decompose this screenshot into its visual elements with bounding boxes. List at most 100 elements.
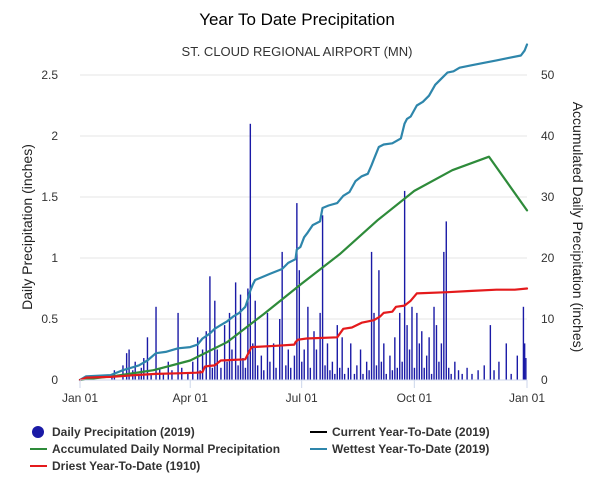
precip-bar <box>334 373 336 380</box>
precip-bar <box>237 365 239 380</box>
accumulation-lines <box>78 43 529 382</box>
precip-bar <box>383 343 385 380</box>
precip-bar <box>411 306 413 380</box>
precip-bar <box>247 288 249 380</box>
precip-bar <box>281 251 283 380</box>
precip-bar <box>457 370 460 380</box>
precip-bar <box>401 361 403 380</box>
precip-bar <box>187 373 189 380</box>
precip-bar <box>293 355 296 380</box>
precip-bar <box>389 355 391 380</box>
precip-bar <box>134 361 136 380</box>
precip-bar <box>440 343 443 380</box>
precip-bar <box>403 190 406 380</box>
precip-bar <box>362 373 364 380</box>
precip-bar <box>394 337 396 380</box>
precip-bar <box>279 319 281 380</box>
precip-bar <box>143 358 145 380</box>
precip-bar <box>443 251 445 380</box>
precip-bar <box>231 349 233 380</box>
y-right-tick-label: 20 <box>541 251 555 265</box>
y-right-tick-label: 0 <box>541 373 548 387</box>
precip-bar <box>510 373 512 380</box>
precip-bar <box>125 353 128 380</box>
precip-bar <box>256 365 259 380</box>
precip-bar <box>329 370 331 380</box>
legend: Daily Precipitation (2019) Current Year-T… <box>30 425 490 473</box>
precip-bar <box>448 367 450 380</box>
y-left-tick-label: 0 <box>51 373 58 387</box>
gridlines <box>80 74 527 381</box>
precip-bar <box>301 361 303 380</box>
legend-item[interactable]: Current Year-To-Date (2019) <box>310 425 490 439</box>
y-left-tick-label: 2 <box>51 129 58 143</box>
legend-item[interactable]: Accumulated Daily Normal Precipitation <box>30 442 280 456</box>
precip-bar <box>298 270 301 380</box>
precip-bar <box>205 331 207 380</box>
precip-bar <box>326 343 329 380</box>
precip-bar <box>378 270 380 380</box>
precip-bar <box>220 367 222 380</box>
precip-bar <box>525 358 527 380</box>
precip-bar <box>199 370 201 380</box>
series-line-driest-year-to-date-1910 <box>78 287 529 382</box>
precip-bar <box>249 123 252 381</box>
precip-bar <box>454 361 456 380</box>
precip-bar <box>315 349 318 380</box>
precip-bar <box>498 361 500 380</box>
precip-bar <box>428 337 430 380</box>
precip-bar <box>242 358 244 380</box>
precip-bar <box>234 282 237 380</box>
precip-bar <box>303 349 305 380</box>
precip-bar <box>211 367 214 380</box>
precip-bar <box>228 312 231 380</box>
precip-bar <box>307 306 309 380</box>
y-right-tick-label: 10 <box>541 312 555 326</box>
precip-bar <box>252 343 254 380</box>
legend-label: Current Year-To-Date (2019) <box>332 425 490 439</box>
precip-bar <box>396 367 398 380</box>
legend-item[interactable]: Driest Year-To-Date (1910) <box>30 459 200 473</box>
precip-bar <box>406 325 408 380</box>
y-left-tick-label: 1.5 <box>41 190 58 204</box>
legend-label: Driest Year-To-Date (1910) <box>52 459 200 473</box>
daily-precipitation-bars <box>111 123 527 381</box>
precip-bar <box>477 370 479 380</box>
precip-bar <box>483 365 485 380</box>
precip-bar <box>523 343 526 380</box>
y-left-tick-label: 1 <box>51 251 58 265</box>
legend-item[interactable]: Wettest Year-To-Date (2019) <box>310 442 489 456</box>
precip-bar <box>471 373 473 380</box>
precip-bar <box>489 325 492 380</box>
precip-bar <box>435 325 438 380</box>
precip-bar <box>239 294 242 380</box>
precip-bar <box>285 365 287 380</box>
precip-bar <box>416 312 418 380</box>
precip-bar <box>425 355 428 380</box>
precip-bar <box>162 373 165 380</box>
precip-bar <box>375 365 378 380</box>
y-right-tick-label: 40 <box>541 129 555 143</box>
precip-bar <box>350 343 352 380</box>
precip-bar <box>370 251 373 380</box>
precip-bar <box>331 361 334 380</box>
precip-bar <box>287 349 289 380</box>
precip-bar <box>128 349 130 380</box>
y-axis-left-label: Daily Precipitation (inches) <box>19 144 35 310</box>
legend-label: Wettest Year-To-Date (2019) <box>332 442 489 456</box>
x-tick-label: Jul 01 <box>286 391 318 405</box>
precip-bar <box>122 365 124 380</box>
precip-bar <box>272 343 275 380</box>
legend-label: Daily Precipitation (2019) <box>52 425 195 439</box>
precip-bar <box>418 343 421 380</box>
precip-bar <box>413 367 416 380</box>
x-tick-label: Apr 01 <box>173 391 209 405</box>
precip-bar <box>347 367 349 380</box>
precip-bar <box>260 355 263 380</box>
legend-item[interactable]: Daily Precipitation (2019) <box>32 425 195 439</box>
chart-subtitle: ST. CLOUD REGIONAL AIRPORT (MN) <box>182 44 413 59</box>
precip-bar <box>445 221 447 380</box>
precip-bar <box>433 306 435 380</box>
legend-label: Accumulated Daily Normal Precipitation <box>52 442 280 456</box>
